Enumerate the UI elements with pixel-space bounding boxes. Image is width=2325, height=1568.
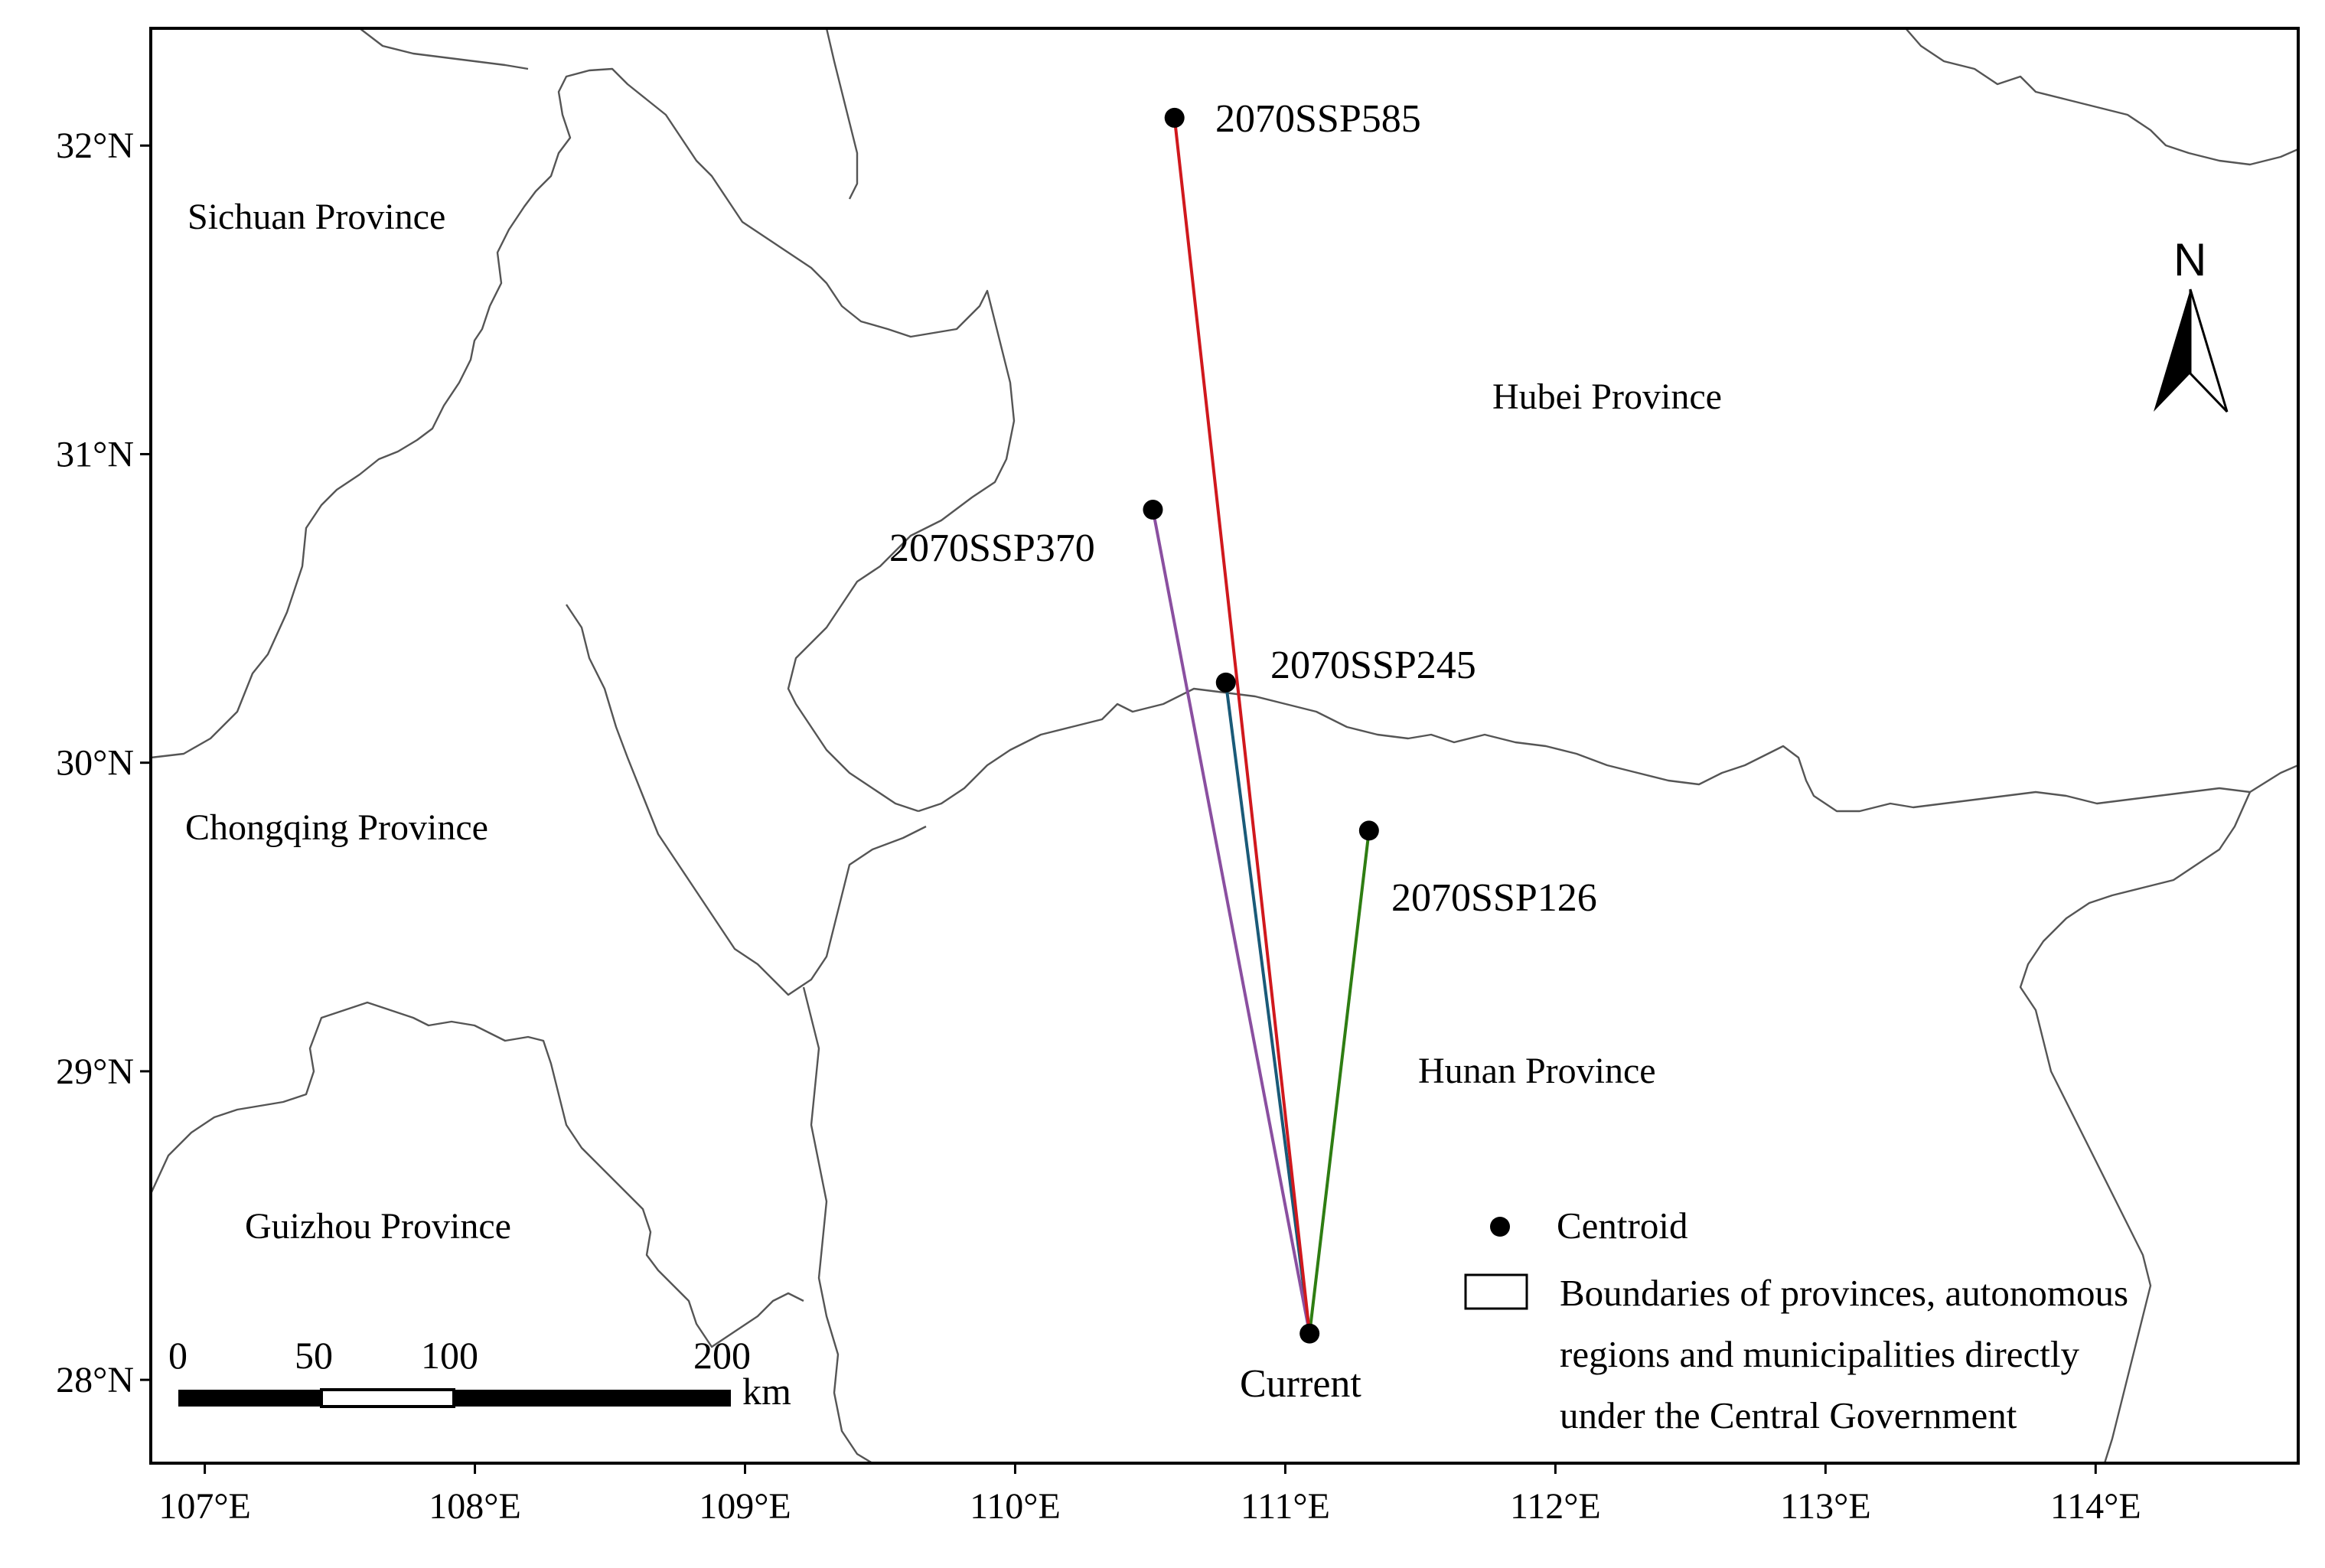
province-label-guizhou: Guizhou Province [245, 1206, 511, 1247]
centroid-point-current [1299, 1323, 1320, 1344]
centroid-points [1143, 107, 1379, 1344]
province-label-chongqing: Chongqing Province [185, 807, 488, 848]
boundary-line [359, 28, 529, 70]
x-tick-label: 113°E [1780, 1486, 1871, 1527]
map-frame [149, 27, 2300, 1465]
label-2070ssp585: 2070SSP585 [1215, 97, 1421, 141]
boundary-line [825, 28, 859, 200]
legend-centroid-marker-icon [1490, 1217, 1510, 1237]
north-arrow: N [2154, 234, 2229, 413]
province-label-hunan: Hunan Province [1418, 1051, 1656, 1091]
x-tick-label: 109°E [699, 1486, 791, 1527]
province-boundaries [151, 28, 2298, 1463]
legend-centroid-label: Centroid [1557, 1205, 1688, 1247]
boundary-line [151, 1001, 804, 1348]
province-label-hubei: Hubei Province [1492, 377, 1722, 417]
x-tick-label: 107°E [158, 1486, 251, 1527]
boundary-line [2019, 791, 2252, 1463]
scale-label-50: 50 [295, 1334, 333, 1377]
y-tick-label: 28°N [56, 1360, 134, 1400]
north-arrow-label: N [2173, 234, 2206, 285]
label-current: Current [1240, 1362, 1361, 1406]
shift-line-2070ssp245 [1224, 682, 1312, 1334]
shift-line-2070ssp370 [1151, 509, 1312, 1335]
boundary-line [918, 687, 2298, 813]
centroid-lines [1151, 117, 1371, 1335]
centroid-point-2070ssp245 [1215, 672, 1236, 693]
scale-bar-segment [454, 1390, 731, 1407]
axis-ticks: 107°E 108°E 109°E 110°E 111°E 112°E 113°E 114°E… [56, 126, 2141, 1527]
legend-boundary-line-1: Boundaries of provinces, autonomous [1560, 1272, 2128, 1314]
legend-boundary-swatch-icon [1464, 1273, 1528, 1310]
province-label-sichuan: Sichuan Province [188, 197, 445, 237]
boundary-line [151, 67, 1016, 813]
legend-boundary-line-2: regions and municipalities directly [1560, 1333, 2080, 1375]
centroid-point-2070ssp126 [1358, 820, 1379, 841]
x-tick-label: 108°E [429, 1486, 521, 1527]
y-tick-label: 31°N [56, 434, 134, 474]
y-tick-label: 32°N [56, 126, 134, 166]
x-tick-label: 111°E [1241, 1486, 1330, 1527]
label-2070ssp245: 2070SSP245 [1270, 644, 1476, 687]
legend: Centroid Boundaries of provinces, autono… [1464, 1205, 2128, 1436]
x-tick-label: 112°E [1510, 1486, 1601, 1527]
scale-bar-segment [320, 1388, 455, 1408]
scale-unit-label: km [742, 1370, 791, 1413]
boundary-line [566, 604, 927, 996]
scale-label-0: 0 [168, 1334, 188, 1377]
shift-line-2070ssp126 [1308, 830, 1371, 1334]
legend-boundary-line-3: under the Central Government [1560, 1394, 2017, 1436]
y-tick-label: 29°N [56, 1051, 134, 1092]
label-2070ssp126: 2070SSP126 [1391, 876, 1597, 920]
centroid-point-2070ssp370 [1143, 500, 1163, 520]
y-tick-label: 30°N [56, 743, 134, 784]
north-arrow-icon [2154, 289, 2190, 412]
scale-bar-segment [178, 1390, 321, 1407]
shift-line-2070ssp585 [1172, 117, 1312, 1334]
boundary-line [1905, 28, 2298, 166]
centroid-point-2070ssp585 [1164, 107, 1185, 128]
boundary-line [802, 986, 873, 1463]
scale-bar: 0 50 100 200 km [168, 1334, 791, 1413]
north-arrow-outline-icon [2189, 288, 2229, 413]
x-tick-label: 110°E [970, 1486, 1061, 1527]
scale-label-100: 100 [421, 1334, 478, 1377]
x-tick-label: 114°E [2050, 1486, 2141, 1527]
scale-label-200: 200 [693, 1334, 751, 1377]
label-2070ssp370: 2070SSP370 [889, 526, 1095, 570]
